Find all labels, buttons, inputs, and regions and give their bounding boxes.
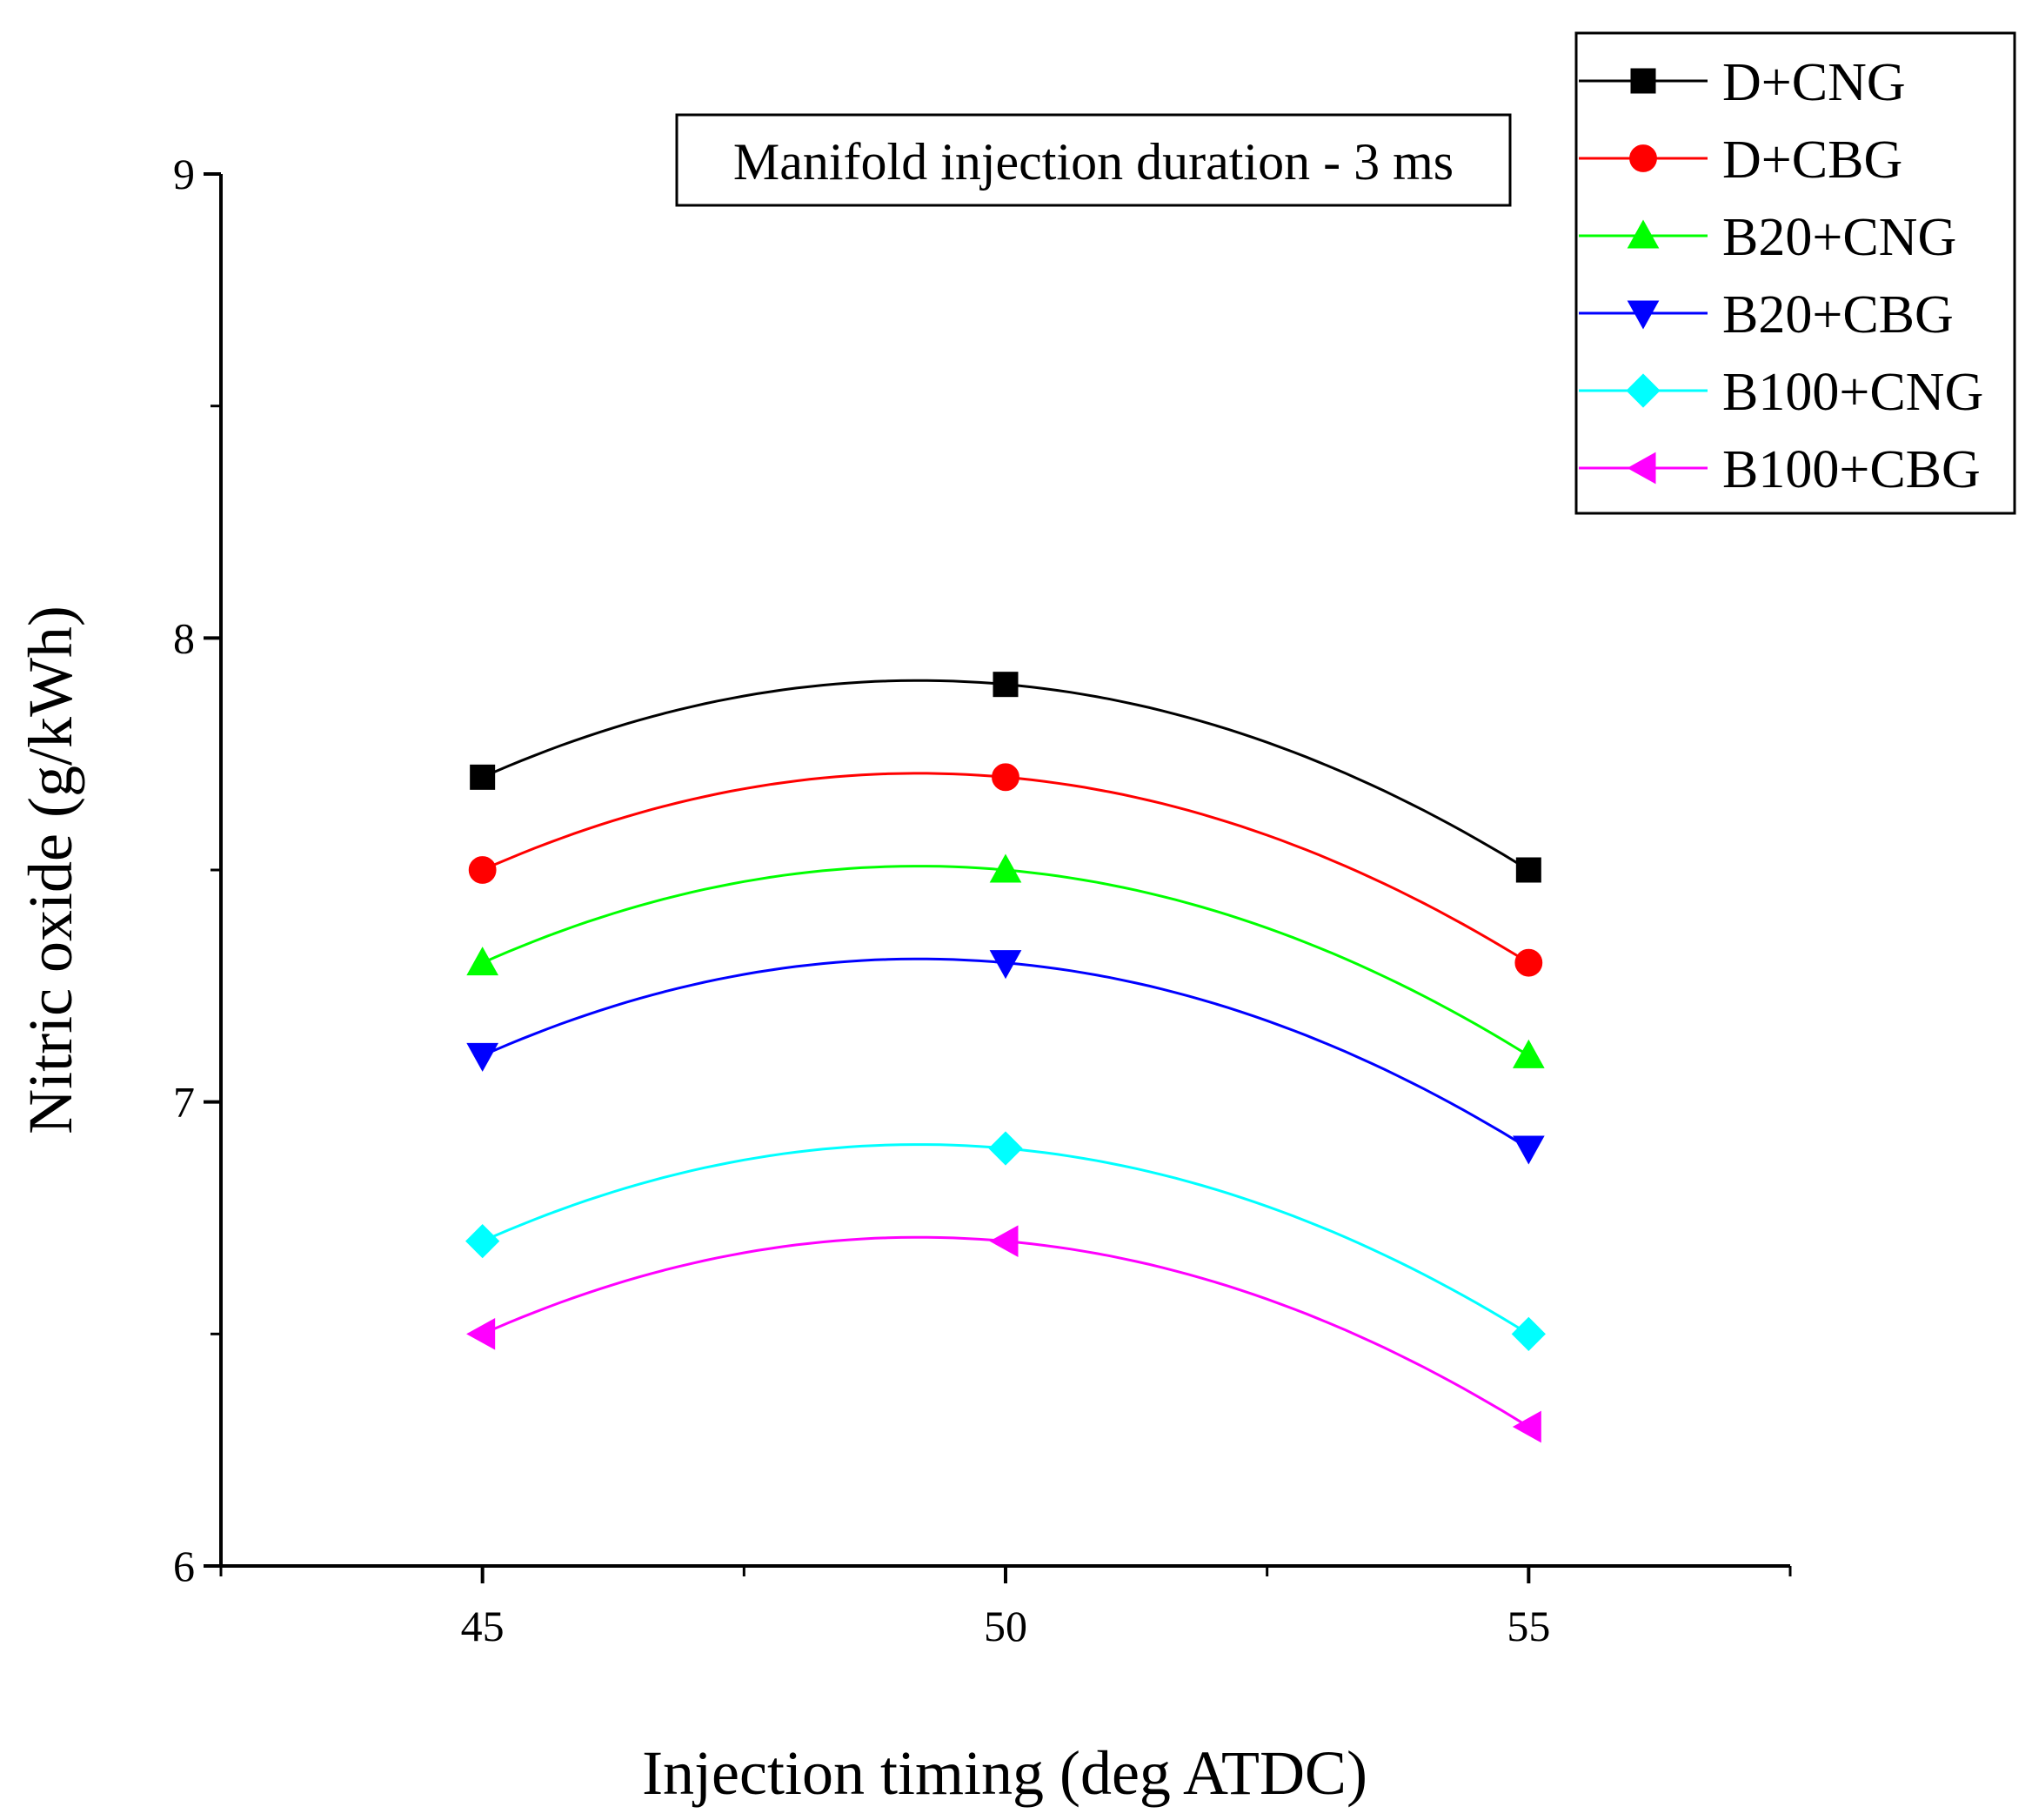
- data-point-d-cng: [470, 764, 496, 790]
- x-axis-title: Injection timing (deg ATDC): [642, 1738, 1367, 1808]
- legend-marker-b100-cng: [1626, 373, 1661, 408]
- series-line-b20-cbg: [482, 957, 1530, 1150]
- annotation-box: [675, 113, 1512, 207]
- data-point-b20-cbg: [466, 1042, 499, 1072]
- legend-label-d-cng: D+CNG: [1722, 53, 1906, 112]
- data-point-d-cbg: [468, 856, 497, 884]
- annotation-text: Manifold injection duration - 3 ms: [733, 133, 1454, 191]
- data-point-b20-cng: [989, 853, 1022, 883]
- legend-marker-d-cbg: [1629, 144, 1657, 172]
- x-ticks: 45 50 55: [219, 1566, 1792, 1650]
- data-point-d-cbg: [1514, 948, 1543, 977]
- data-point-d-cbg: [992, 763, 1019, 792]
- y-tick-label: 6: [173, 1542, 195, 1590]
- legend-label-b100-cng: B100+CNG: [1722, 363, 1983, 422]
- plot-markers: [465, 672, 1546, 1443]
- x-tick-label: 50: [984, 1602, 1027, 1650]
- data-point-b100-cng: [1511, 1316, 1546, 1351]
- y-ticks: 6 7 8 9: [173, 150, 221, 1590]
- data-point-b20-cbg: [1512, 1135, 1545, 1165]
- data-point-b100-cbg: [989, 1225, 1019, 1258]
- x-tick-label: 55: [1507, 1602, 1550, 1650]
- data-point-b20-cbg: [989, 950, 1022, 980]
- x-tick-label: 45: [461, 1602, 505, 1650]
- y-tick-label: 7: [173, 1078, 195, 1127]
- data-point-d-cng: [1515, 857, 1541, 883]
- series-line-b100-cbg: [482, 1235, 1530, 1429]
- legend-marker-b20-cbg: [1627, 300, 1660, 330]
- legend-marker-b100-cbg: [1627, 452, 1656, 485]
- data-point-b100-cbg: [1512, 1410, 1541, 1443]
- data-point-d-cng: [993, 672, 1019, 698]
- legend-label-d-cbg: D+CBG: [1722, 130, 1902, 190]
- y-axis-title: Nitric oxide (g/kWh): [16, 606, 85, 1134]
- data-point-b100-cbg: [466, 1317, 496, 1350]
- data-point-b100-cng: [465, 1224, 500, 1259]
- legend: D+CNG D+CBG B20+CNG B20+CBG B100+CNG B100+CBG: [1574, 31, 2016, 515]
- y-tick-label: 8: [173, 613, 195, 662]
- legend-label-b20-cng: B20+CNG: [1722, 208, 1956, 267]
- plot-lines: [482, 679, 1530, 1429]
- legend-label-b20-cbg: B20+CBG: [1722, 285, 1954, 345]
- data-point-b20-cng: [1512, 1039, 1545, 1068]
- legend-marker-d-cng: [1630, 68, 1656, 94]
- legend-box: [1574, 31, 2016, 515]
- y-tick-label: 9: [173, 150, 195, 198]
- data-point-b20-cng: [466, 947, 499, 976]
- legend-label-b100-cbg: B100+CBG: [1722, 440, 1981, 499]
- data-point-b100-cng: [988, 1131, 1023, 1166]
- legend-marker-b20-cng: [1627, 219, 1660, 249]
